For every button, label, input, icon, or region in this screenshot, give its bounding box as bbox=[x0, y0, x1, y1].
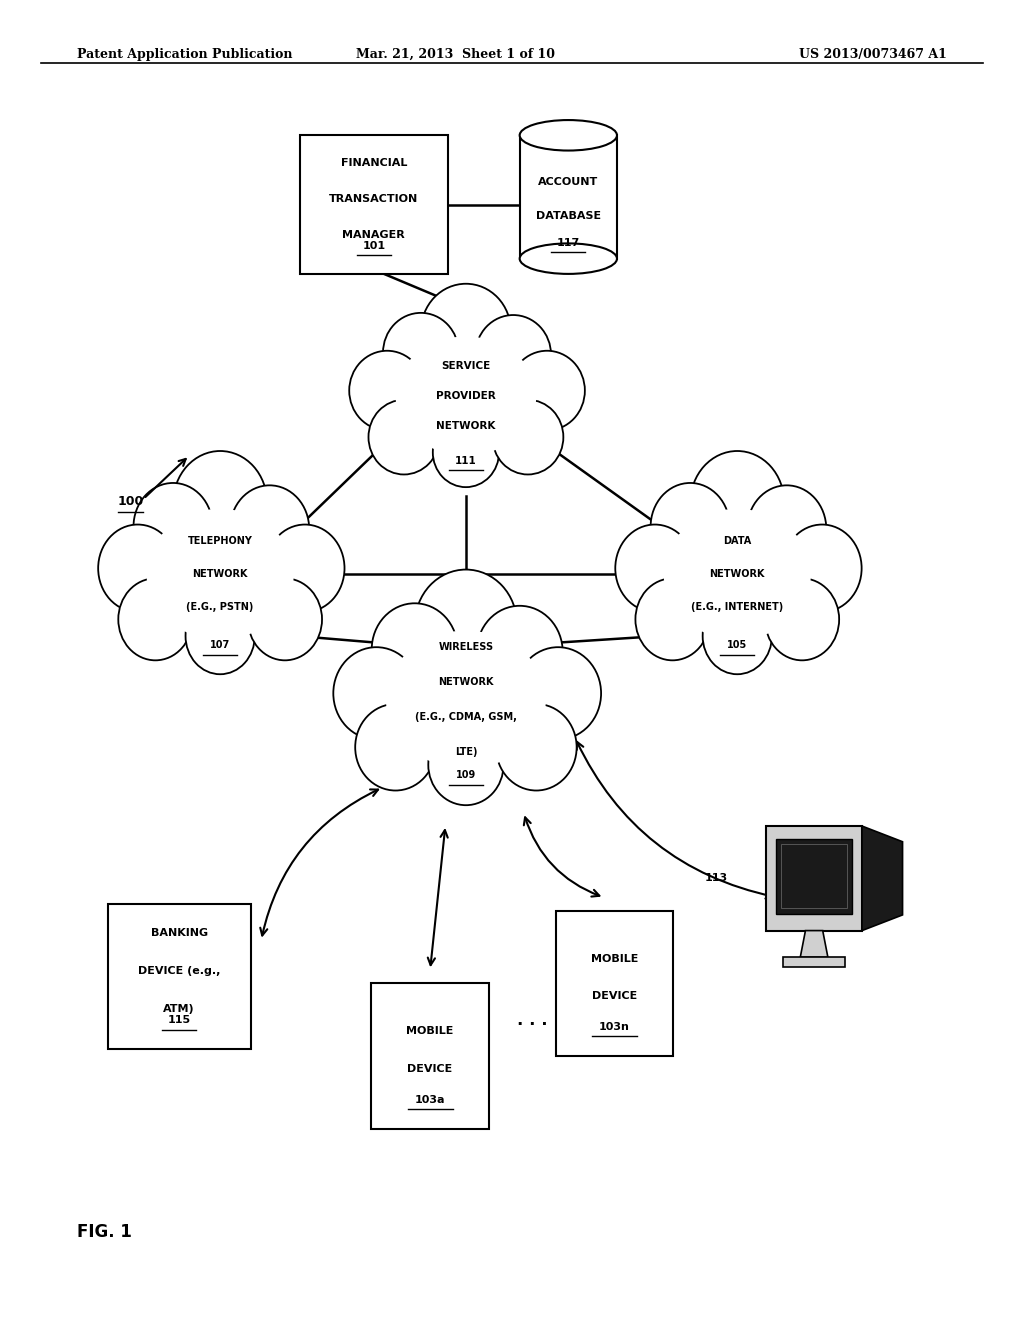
Text: MOBILE: MOBILE bbox=[407, 1027, 454, 1036]
Ellipse shape bbox=[133, 483, 213, 570]
Text: 111: 111 bbox=[455, 455, 477, 466]
Polygon shape bbox=[520, 135, 616, 259]
Ellipse shape bbox=[664, 510, 811, 640]
Text: Mar. 21, 2013  Sheet 1 of 10: Mar. 21, 2013 Sheet 1 of 10 bbox=[356, 48, 555, 61]
Ellipse shape bbox=[230, 486, 309, 573]
Text: PROVIDER: PROVIDER bbox=[436, 391, 496, 401]
Ellipse shape bbox=[520, 120, 616, 150]
Text: NETWORK: NETWORK bbox=[436, 421, 496, 432]
Text: 100: 100 bbox=[118, 495, 144, 508]
Ellipse shape bbox=[477, 606, 563, 698]
Ellipse shape bbox=[702, 598, 772, 675]
Polygon shape bbox=[862, 826, 902, 931]
Text: DEVICE: DEVICE bbox=[408, 1064, 453, 1074]
Text: MANAGER: MANAGER bbox=[342, 230, 406, 240]
Text: 101: 101 bbox=[362, 242, 385, 251]
Text: FINANCIAL: FINANCIAL bbox=[341, 158, 407, 168]
Ellipse shape bbox=[690, 451, 784, 554]
Text: ACCOUNT: ACCOUNT bbox=[539, 177, 598, 187]
Ellipse shape bbox=[383, 313, 459, 392]
Text: DATABASE: DATABASE bbox=[536, 211, 601, 220]
Ellipse shape bbox=[372, 603, 458, 696]
Ellipse shape bbox=[98, 524, 177, 612]
Text: 105: 105 bbox=[727, 640, 748, 651]
Ellipse shape bbox=[421, 284, 511, 379]
Text: (E.G., PSTN): (E.G., PSTN) bbox=[186, 602, 254, 612]
Text: Patent Application Publication: Patent Application Publication bbox=[77, 48, 292, 61]
FancyBboxPatch shape bbox=[766, 826, 862, 931]
Text: DATA: DATA bbox=[723, 536, 752, 546]
Ellipse shape bbox=[185, 598, 255, 675]
Ellipse shape bbox=[509, 351, 585, 430]
Ellipse shape bbox=[349, 351, 425, 430]
Text: DEVICE: DEVICE bbox=[592, 991, 637, 1002]
FancyBboxPatch shape bbox=[371, 983, 489, 1129]
Ellipse shape bbox=[782, 524, 861, 612]
Ellipse shape bbox=[515, 647, 601, 739]
Ellipse shape bbox=[119, 578, 193, 660]
Text: SERVICE: SERVICE bbox=[441, 360, 490, 371]
Ellipse shape bbox=[615, 524, 694, 612]
FancyBboxPatch shape bbox=[783, 957, 845, 966]
Ellipse shape bbox=[428, 725, 504, 805]
Text: 103n: 103n bbox=[599, 1022, 630, 1032]
Ellipse shape bbox=[355, 704, 436, 791]
Ellipse shape bbox=[748, 486, 826, 573]
FancyBboxPatch shape bbox=[555, 911, 674, 1056]
Text: ATM): ATM) bbox=[164, 1003, 195, 1014]
Ellipse shape bbox=[765, 578, 839, 660]
Ellipse shape bbox=[493, 400, 563, 474]
Text: WIRELESS: WIRELESS bbox=[438, 642, 494, 652]
Polygon shape bbox=[801, 931, 827, 957]
Text: TRANSACTION: TRANSACTION bbox=[329, 194, 419, 205]
Ellipse shape bbox=[265, 524, 344, 612]
Ellipse shape bbox=[248, 578, 322, 660]
Ellipse shape bbox=[650, 483, 730, 570]
Ellipse shape bbox=[415, 569, 517, 680]
FancyBboxPatch shape bbox=[299, 135, 449, 275]
Ellipse shape bbox=[369, 400, 439, 474]
Text: NETWORK: NETWORK bbox=[193, 569, 248, 579]
Text: 107: 107 bbox=[210, 640, 230, 651]
Text: NETWORK: NETWORK bbox=[438, 677, 494, 686]
Text: TELEPHONY: TELEPHONY bbox=[187, 536, 253, 546]
Ellipse shape bbox=[433, 417, 499, 487]
Text: 109: 109 bbox=[456, 770, 476, 780]
Text: BANKING: BANKING bbox=[151, 928, 208, 939]
Ellipse shape bbox=[146, 510, 294, 640]
Text: (E.G., CDMA, GSM,: (E.G., CDMA, GSM, bbox=[415, 713, 517, 722]
Text: 113: 113 bbox=[705, 874, 728, 883]
Text: 103a: 103a bbox=[415, 1094, 445, 1105]
Text: NETWORK: NETWORK bbox=[710, 569, 765, 579]
Text: 115: 115 bbox=[168, 1015, 190, 1026]
Ellipse shape bbox=[173, 451, 267, 554]
Ellipse shape bbox=[520, 243, 616, 275]
Ellipse shape bbox=[496, 704, 577, 791]
Text: 117: 117 bbox=[557, 239, 580, 248]
Text: MOBILE: MOBILE bbox=[591, 954, 638, 964]
FancyBboxPatch shape bbox=[108, 904, 251, 1049]
Ellipse shape bbox=[636, 578, 710, 660]
Text: LTE): LTE) bbox=[455, 747, 477, 758]
FancyBboxPatch shape bbox=[776, 838, 852, 913]
Text: US 2013/0073467 A1: US 2013/0073467 A1 bbox=[800, 48, 947, 61]
Ellipse shape bbox=[334, 647, 420, 739]
Text: FIG. 1: FIG. 1 bbox=[77, 1222, 132, 1241]
Ellipse shape bbox=[475, 315, 551, 395]
Text: . . .: . . . bbox=[517, 1011, 548, 1028]
Ellipse shape bbox=[395, 337, 537, 455]
Text: DEVICE (e.g.,: DEVICE (e.g., bbox=[138, 966, 220, 975]
Text: (E.G., INTERNET): (E.G., INTERNET) bbox=[691, 602, 783, 612]
Ellipse shape bbox=[386, 631, 546, 768]
